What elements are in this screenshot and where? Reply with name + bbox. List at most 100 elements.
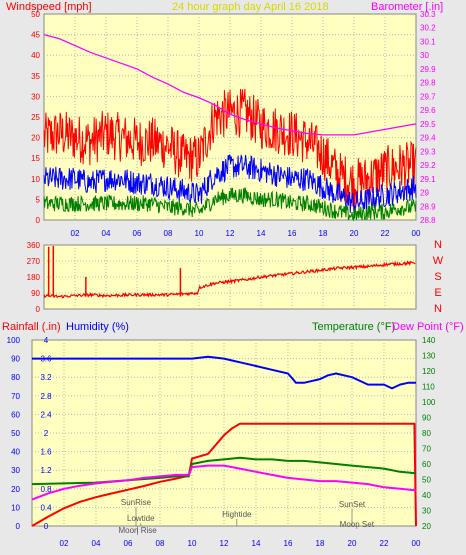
barometer-tick-label: 29.1 (420, 175, 436, 184)
direction-tick-label: 90 (31, 289, 40, 298)
windspeed-tick-label: 15 (31, 154, 40, 163)
hour-tick-label: 16 (288, 229, 297, 238)
rain-tick-label: 4 (44, 336, 49, 345)
windspeed-tick-label: 30 (31, 92, 40, 101)
hour-tick-label: 14 (257, 229, 266, 238)
barometer-tick-label: 30 (420, 51, 429, 60)
barometer-tick-label: 29 (420, 189, 429, 198)
windspeed-tick-label: 20 (31, 134, 40, 143)
windspeed-tick-label: 45 (31, 31, 40, 40)
temperature-tick-label: 110 (422, 383, 435, 392)
barometer-tick-label: 29.9 (420, 65, 436, 74)
hour-tick-label: 18 (319, 229, 328, 238)
barometer-tick-label: 30.2 (420, 24, 436, 33)
hour-tick-label: 04 (92, 539, 101, 548)
humidity-tick-label: 30 (11, 466, 20, 475)
humidity-tick-label: 20 (11, 485, 20, 494)
temperature-tick-label: 30 (422, 507, 431, 516)
annotation-label: Moon Rise (118, 526, 157, 535)
humidity-tick-label: 100 (7, 336, 21, 345)
hour-tick-label: 08 (164, 229, 173, 238)
rain-tick-label: 3.6 (40, 355, 52, 364)
annotation-label: SunSet (339, 500, 366, 509)
temperature-tick-label: 140 (422, 336, 436, 345)
barometer-tick-label: 28.9 (420, 202, 436, 211)
windspeed-tick-label: 50 (31, 10, 40, 19)
windspeed-tick-label: 5 (36, 195, 41, 204)
annotation-label: Lowtide (127, 514, 155, 523)
humidity-tick-label: 0 (16, 522, 21, 531)
compass-label: S (434, 271, 441, 283)
barometer-tick-label: 29.2 (420, 161, 436, 170)
hour-tick-label: 14 (252, 539, 261, 548)
astro-annotations: SunRise Lowtide Moon Rise Hightide SunSet Moo… (118, 498, 375, 535)
rain-tick-label: 0.4 (40, 503, 52, 512)
hour-tick-label: 20 (348, 539, 357, 548)
annotation-label: SunRise (121, 498, 152, 507)
rain-tick-label: 1.6 (40, 448, 52, 457)
temperature-tick-label: 130 (422, 352, 436, 361)
compass-label: N (434, 239, 442, 251)
dewpoint-axis-label: Dew Point (°F) (392, 321, 464, 333)
windspeed-axis-label: Windspeed [mph] (6, 1, 92, 13)
hour-tick-label: 02 (60, 539, 69, 548)
humidity-tick-label: 40 (11, 448, 20, 457)
climate-ticks: 010203040506070809010000.40.81.21.622.42… (7, 336, 436, 548)
humidity-tick-label: 90 (11, 355, 20, 364)
direction-tick-label: 0 (36, 305, 41, 314)
rainfall-axis-label: Rainfall (.in) (2, 321, 61, 333)
hour-tick-label: 00 (412, 229, 421, 238)
hour-tick-label: 04 (102, 229, 111, 238)
humidity-tick-label: 80 (11, 373, 20, 382)
humidity-line (32, 355, 416, 390)
barometer-tick-label: 30.1 (420, 37, 436, 46)
humidity-tick-label: 70 (11, 392, 20, 401)
temperature-axis-label: Temperature (°F) (312, 321, 395, 333)
humidity-tick-label: 10 (11, 503, 20, 512)
barometer-tick-label: 29.7 (420, 92, 436, 101)
wind-low-line (43, 187, 417, 222)
direction-grid (44, 245, 416, 309)
barometer-tick-label: 29.4 (420, 134, 436, 143)
compass-label: E (434, 287, 441, 299)
hour-tick-label: 22 (381, 229, 390, 238)
barometer-axis-label: Barometer [.in] (371, 1, 443, 13)
rain-tick-label: 2.4 (40, 410, 52, 419)
hour-tick-label: 12 (220, 539, 229, 548)
hour-tick-label: 02 (71, 229, 80, 238)
climate-series (31, 355, 417, 527)
wind-series (43, 33, 417, 222)
compass-label: W (433, 255, 444, 267)
barometer-tick-label: 29.6 (420, 106, 436, 115)
temperature-tick-label: 100 (422, 398, 436, 407)
direction-series (43, 245, 416, 299)
hour-tick-label: 18 (316, 539, 325, 548)
rain-tick-label: 3.2 (40, 373, 52, 382)
windspeed-tick-label: 10 (31, 175, 40, 184)
hour-tick-label: 10 (188, 539, 197, 548)
temperature-tick-label: 120 (422, 367, 436, 376)
wind-gust-line (43, 88, 417, 207)
annotation-label: Hightide (222, 510, 252, 519)
humidity-tick-label: 60 (11, 410, 20, 419)
hour-tick-label: 06 (124, 539, 133, 548)
barometer-tick-label: 28.8 (420, 216, 436, 225)
annotation-label: Moon Set (340, 520, 375, 529)
windspeed-tick-label: 25 (31, 113, 40, 122)
humidity-tick-label: 50 (11, 429, 20, 438)
temperature-tick-label: 80 (422, 429, 431, 438)
rain-tick-label: 0.8 (40, 485, 52, 494)
barometer-tick-label: 30.3 (420, 10, 436, 19)
hour-tick-label: 16 (284, 539, 293, 548)
windspeed-tick-label: 0 (36, 216, 41, 225)
rain-tick-label: 1.2 (40, 466, 52, 475)
temperature-line (31, 456, 417, 486)
wind-ticks: 0 5 10 15 20 25 30 35 40 45 50 28.8 28.9 29 29.1 29.2 29… (31, 10, 436, 238)
temperature-tick-label: 70 (422, 445, 431, 454)
rain-tick-label: 2 (44, 429, 49, 438)
hour-tick-label: 10 (195, 229, 204, 238)
barometer-tick-label: 29.5 (420, 120, 436, 129)
